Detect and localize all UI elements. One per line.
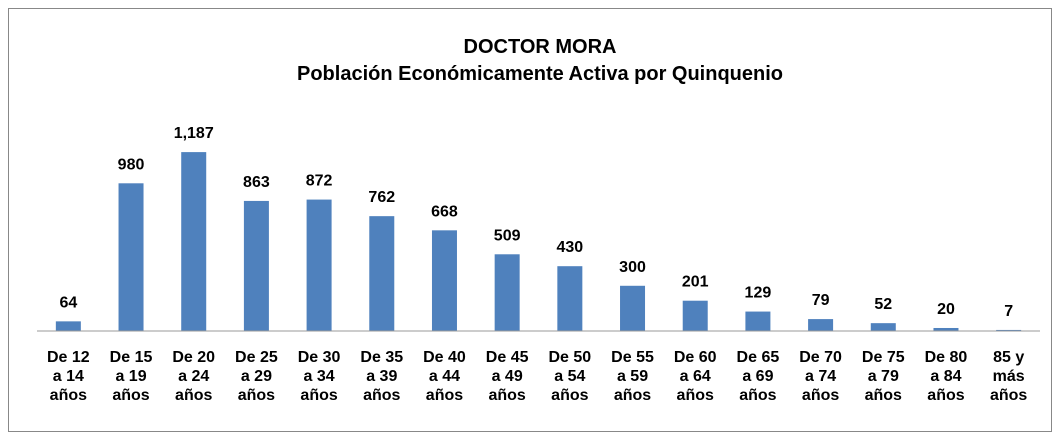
- x-tick-label-line: De 60: [674, 349, 717, 366]
- x-tick-label-line: años: [112, 387, 149, 404]
- x-tick-label-line: años: [300, 387, 337, 404]
- data-label: 64: [59, 294, 77, 311]
- data-label: 863: [243, 174, 270, 191]
- bar: [682, 300, 708, 331]
- data-label: 762: [368, 189, 395, 206]
- data-label: 509: [494, 227, 521, 244]
- x-tick-label-line: De 30: [298, 349, 341, 366]
- x-tick-label-line: años: [50, 387, 87, 404]
- data-label: 430: [556, 239, 583, 256]
- x-tick-label-line: años: [802, 387, 839, 404]
- bar: [431, 230, 457, 331]
- x-tick-label-line: a 49: [492, 368, 523, 385]
- data-label: 872: [306, 173, 333, 190]
- x-tick-label-line: a 44: [429, 368, 460, 385]
- x-tick-label: De 65 a 69 años: [737, 349, 780, 404]
- x-tick-label-line: años: [927, 387, 964, 404]
- x-tick-label-line: a 34: [304, 368, 335, 385]
- x-tick-label-line: años: [739, 387, 776, 404]
- data-label: 1,187: [174, 125, 214, 142]
- x-tick-label-line: De 50: [548, 349, 591, 366]
- bar: [118, 183, 144, 331]
- x-tick-label: De 35 a 39 años: [360, 349, 403, 404]
- bar: [996, 329, 1022, 331]
- x-tick-label-line: años: [865, 387, 902, 404]
- x-tick-label-line: De 20: [172, 349, 215, 366]
- x-tick-label: De 75 a 79 años: [862, 349, 905, 404]
- x-tick-label: De 80 a 84 años: [925, 349, 968, 404]
- x-tick-label-line: De 45: [486, 349, 529, 366]
- x-tick-label-line: De 70: [799, 349, 842, 366]
- bar: [870, 323, 896, 331]
- x-tick-label-line: De 40: [423, 349, 466, 366]
- bar: [620, 285, 646, 331]
- x-tick-label: De 45 a 49 años: [486, 349, 529, 404]
- x-tick-label: De 20 a 24 años: [172, 349, 215, 404]
- x-tick-label-line: más: [993, 368, 1025, 385]
- x-tick-label-line: años: [363, 387, 400, 404]
- x-tick-label-line: a 29: [241, 368, 272, 385]
- x-tick-label-line: a 84: [930, 368, 961, 385]
- x-tick-label: 85 y más años: [990, 349, 1027, 404]
- chart-subtitle: Población Económicamente Activa por Quin…: [297, 63, 783, 85]
- x-tick-label: De 50 a 54 años: [548, 349, 591, 404]
- x-tick-label: De 40 a 44 años: [423, 349, 466, 404]
- x-tick-label-line: a 39: [366, 368, 397, 385]
- x-tick-label: De 60 a 64 años: [674, 349, 717, 404]
- x-tick-label-line: a 74: [805, 368, 836, 385]
- x-tick-label-line: años: [677, 387, 714, 404]
- data-label: 129: [745, 285, 772, 302]
- x-tick-label-line: a 64: [680, 368, 711, 385]
- x-tick-label-line: años: [614, 387, 651, 404]
- x-tick-label-line: años: [990, 387, 1027, 404]
- x-tick-label-line: De 75: [862, 349, 905, 366]
- x-tick-label: De 12 a 14 años: [47, 349, 90, 404]
- bar: [55, 321, 81, 331]
- x-tick-label-line: a 14: [53, 368, 84, 385]
- x-tick-label-line: De 12: [47, 349, 90, 366]
- x-tick-label-line: a 19: [115, 368, 146, 385]
- x-tick-label-line: años: [175, 387, 212, 404]
- data-label: 79: [812, 292, 830, 309]
- x-tick-label-line: años: [426, 387, 463, 404]
- bar: [808, 319, 834, 331]
- x-tick-label-line: años: [551, 387, 588, 404]
- x-tick-label-line: De 35: [360, 349, 403, 366]
- x-tick-label: De 55 a 59 años: [611, 349, 654, 404]
- data-label: 668: [431, 203, 458, 220]
- x-tick-label-line: 85 y: [993, 349, 1024, 366]
- chart-title: DOCTOR MORA: [464, 36, 617, 58]
- x-tick-label-line: De 80: [925, 349, 968, 366]
- data-label: 20: [937, 301, 955, 318]
- x-tick-label-line: a 54: [554, 368, 585, 385]
- x-tick-label: De 70 a 74 años: [799, 349, 842, 404]
- x-tick-label-line: años: [238, 387, 275, 404]
- bar: [557, 266, 583, 331]
- x-tick-label-line: De 25: [235, 349, 278, 366]
- x-tick-label-line: años: [488, 387, 525, 404]
- bar: [306, 199, 332, 331]
- x-tick-label: De 15 a 19 años: [110, 349, 153, 404]
- data-label: 52: [874, 296, 892, 313]
- x-tick-label-line: De 65: [737, 349, 780, 366]
- x-tick-label-line: a 69: [742, 368, 773, 385]
- x-tick-label: De 30 a 34 años: [298, 349, 341, 404]
- x-tick-label-line: a 24: [178, 368, 209, 385]
- data-label: 7: [1004, 303, 1013, 320]
- bar: [369, 216, 395, 331]
- bar: [745, 311, 771, 331]
- x-tick-label-line: a 59: [617, 368, 648, 385]
- data-label: 300: [619, 259, 646, 276]
- bar: [181, 152, 207, 331]
- bar: [243, 200, 269, 331]
- bar: [494, 254, 520, 331]
- bar: [933, 327, 959, 331]
- data-label: 201: [682, 274, 709, 291]
- x-tick-label-line: De 15: [110, 349, 153, 366]
- x-tick-label: De 25 a 29 años: [235, 349, 278, 404]
- data-label: 980: [118, 156, 145, 173]
- x-tick-label-line: De 55: [611, 349, 654, 366]
- x-tick-label-line: a 79: [868, 368, 899, 385]
